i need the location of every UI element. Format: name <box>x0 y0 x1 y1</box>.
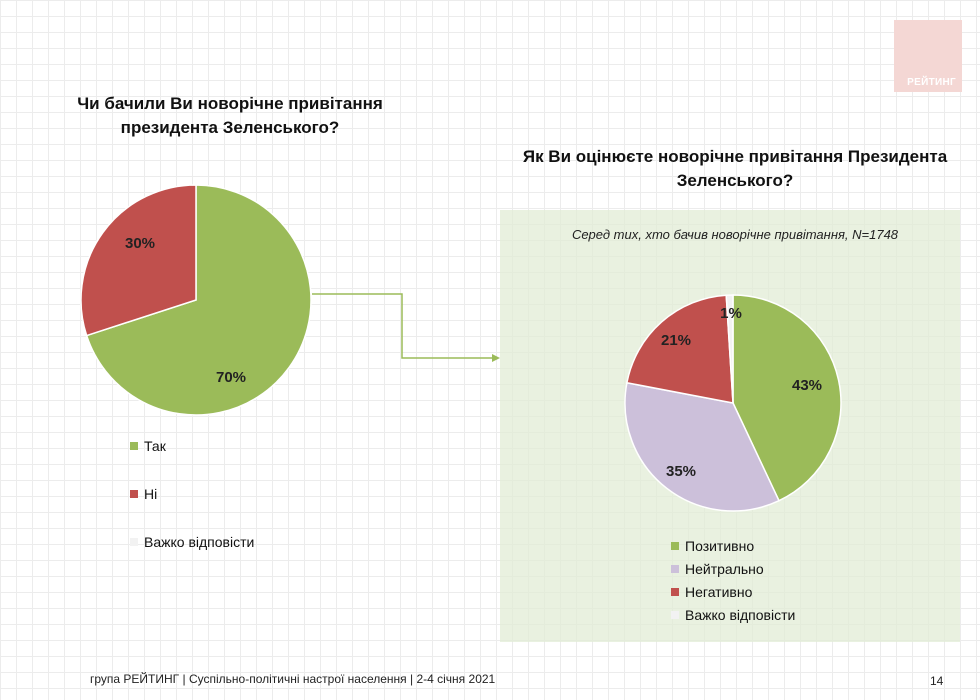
slice-label-1-0: 43% <box>792 377 822 394</box>
chart-1-title: Чи бачили Ви новорічне привітання презид… <box>77 94 383 137</box>
chart-2-title: Як Ви оцінюєте новорічне привітання През… <box>522 147 948 190</box>
legend-label: Негативно <box>685 583 753 600</box>
slice-label-1-1: 35% <box>666 463 696 480</box>
legend-item-0-0: Так <box>130 422 254 470</box>
legend-item-1-0: Позитивно <box>671 534 795 557</box>
page-number: 14 <box>930 674 944 688</box>
pie-slice-1-3 <box>725 294 734 404</box>
legend-swatch <box>130 442 138 450</box>
legend-label: Ні <box>144 486 158 502</box>
pie-slice-0-1 <box>80 184 197 337</box>
legend-label: Так <box>144 438 166 454</box>
legend-swatch <box>671 610 679 619</box>
legend-label: Нейтрально <box>685 560 764 577</box>
pie-chart-seen: 70% 30% <box>80 184 312 416</box>
pie-slice-1-2 <box>626 294 734 404</box>
legend-swatch <box>671 587 679 596</box>
pie-slice-1-0 <box>732 294 842 502</box>
legend-item-0-1: Ні <box>130 470 254 518</box>
legend-item-1-2: Негативно <box>671 580 795 603</box>
rating-logo: РЕЙТИНГ <box>894 20 962 92</box>
slice-label-0-0: 70% <box>216 369 246 386</box>
slice-label-0-1: 30% <box>125 235 155 252</box>
pie-chart-evaluation: 43% 35% 21% 1% <box>624 294 842 512</box>
pie-slice-1-1 <box>624 381 780 512</box>
legend-label: Позитивно <box>685 537 755 554</box>
legend-item-0-2: Важко відповісти <box>130 518 254 566</box>
pie-slice-0-0 <box>85 184 312 416</box>
legend-label: Важко відповісти <box>685 606 796 623</box>
chart-1-legend: Так Ні Важко відповісти <box>130 422 254 566</box>
legend-label: Важко відповісти <box>144 534 255 550</box>
legend-swatch <box>671 564 679 573</box>
chart-2-legend: Позитивно Нейтрально Негативно Важко відпов… <box>671 534 795 626</box>
legend-swatch <box>130 538 138 546</box>
legend-swatch <box>671 541 679 550</box>
slice-label-1-3: 1% <box>720 305 742 322</box>
legend-item-1-3: Важко відповісти <box>671 603 795 626</box>
chart-2-subtitle: Серед тих, хто бачив новорічне привітанн… <box>571 227 899 242</box>
slice-label-1-2: 21% <box>661 332 691 349</box>
legend-swatch <box>130 490 138 498</box>
legend-item-1-1: Нейтрально <box>671 557 795 580</box>
footer-text: група РЕЙТИНГ | Суспільно-політичні наст… <box>90 672 496 686</box>
